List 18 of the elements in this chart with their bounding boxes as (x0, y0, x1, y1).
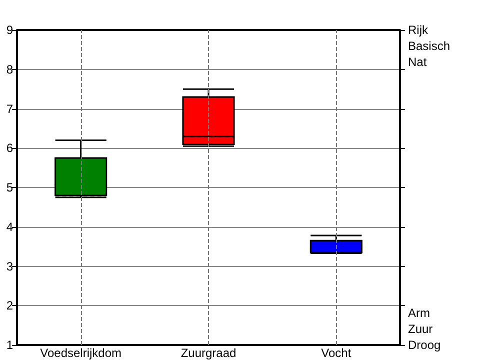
text: Droog (408, 338, 441, 352)
y-tick-label: 4 (6, 220, 14, 234)
y-tick-label: 5 (6, 180, 14, 194)
y-tick-label: 6 (6, 141, 14, 156)
y-tick-label: 9 (6, 23, 14, 37)
text: Rijk (408, 23, 429, 37)
y-tick-label: 3 (6, 259, 14, 274)
y-tick-label: 2 (6, 298, 14, 313)
text: Basisch (408, 39, 450, 53)
x-tick-label: Voedselrijkdom (40, 346, 122, 360)
y-tick-label: 8 (6, 62, 14, 76)
x-tick-label: Zuurgraad (180, 346, 236, 360)
text: Arm (408, 306, 430, 320)
text: Zuur (408, 322, 433, 336)
text: Nat (408, 55, 428, 69)
x-tick-label: Vocht (321, 346, 352, 360)
y-tick-label: 1 (6, 338, 14, 352)
y-tick-label: 7 (6, 102, 14, 116)
